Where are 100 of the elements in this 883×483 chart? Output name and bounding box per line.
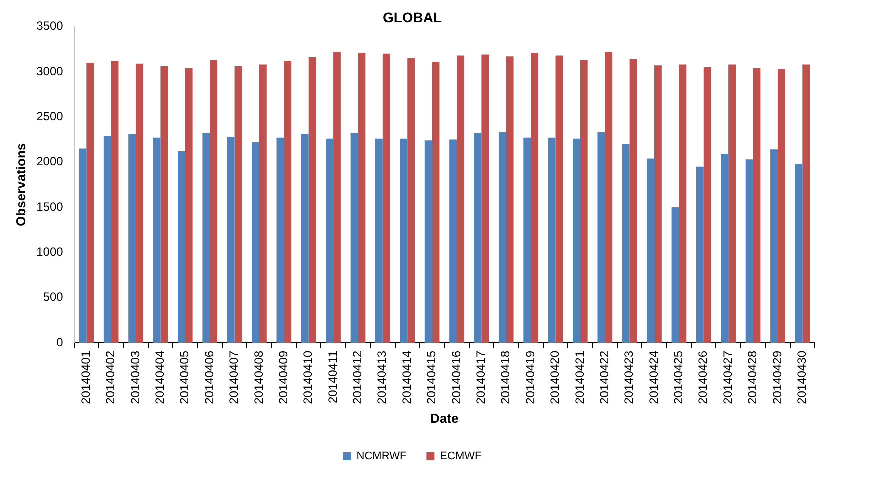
y-tick-label: 3500 (36, 19, 64, 34)
x-tick-label: 20140408 (252, 350, 266, 404)
bar (234, 66, 242, 344)
bar (376, 138, 383, 344)
x-tick-label: 20140430 (794, 350, 809, 404)
bar (358, 53, 366, 344)
x-tick-label: 20140427 (720, 350, 735, 404)
bar (185, 68, 193, 344)
x-tick-label: 20140418 (498, 350, 513, 404)
bar (721, 154, 729, 344)
x-tick-label: 20140412 (350, 350, 365, 404)
x-axis-title: Date (430, 410, 459, 426)
y-tick-label: 2000 (36, 154, 64, 169)
bar (795, 164, 803, 344)
x-tick-label: 20140404 (153, 350, 168, 404)
bar (556, 56, 564, 344)
bar (474, 133, 482, 344)
legend-label: ECMWF (440, 450, 482, 463)
bar (432, 62, 440, 344)
x-tick-label: 20140417 (474, 350, 488, 404)
bar (79, 148, 87, 344)
x-tick-label: 20140413 (375, 350, 390, 404)
bar (778, 69, 786, 344)
x-tick-label: 20140428 (746, 350, 760, 404)
bar (178, 151, 186, 344)
y-tick-label: 500 (43, 290, 64, 304)
bar (382, 54, 390, 344)
bar (160, 66, 168, 344)
bar (456, 56, 464, 344)
bar (210, 60, 218, 344)
bar (111, 61, 119, 344)
x-tick-label: 20140419 (523, 350, 538, 404)
x-tick-label: 20140425 (672, 350, 686, 404)
bar (276, 138, 284, 344)
bar (598, 132, 606, 344)
x-tick-label: 20140407 (227, 350, 242, 404)
chart-title: GLOBAL (382, 9, 442, 26)
x-tick-label: 20140403 (128, 350, 142, 404)
bar (605, 52, 613, 344)
bar (580, 60, 588, 344)
bar (308, 58, 316, 344)
x-tick-label: 20140421 (572, 350, 587, 404)
bar (654, 66, 662, 344)
bar (622, 144, 630, 344)
bar (482, 54, 490, 344)
bar (153, 138, 161, 344)
bar (630, 59, 638, 344)
x-tick-label: 20140416 (449, 350, 464, 404)
legend-label: NCMRWF (356, 450, 407, 463)
bar (728, 64, 736, 344)
y-axis-title: Observations (13, 143, 28, 226)
x-tick-label: 20140426 (696, 350, 710, 404)
bar (400, 138, 408, 344)
bar (770, 150, 778, 344)
y-tick-label: 0 (56, 335, 64, 350)
x-tick-label: 20140414 (400, 350, 414, 404)
bar (202, 133, 210, 344)
bar (424, 140, 432, 344)
bar (350, 133, 358, 344)
bar (104, 136, 112, 344)
x-tick-label: 20140401 (78, 350, 93, 404)
y-tick-label: 2500 (36, 109, 64, 124)
bar (696, 166, 704, 344)
bar (679, 64, 687, 344)
x-tick-label: 20140410 (301, 350, 316, 404)
x-tick-label: 20140423 (622, 350, 636, 404)
bar (136, 64, 144, 344)
bar (672, 207, 680, 344)
x-tick-label: 20140422 (597, 350, 612, 404)
bar (86, 62, 94, 344)
bar (753, 68, 761, 344)
bar (301, 134, 309, 344)
bar (498, 132, 506, 344)
bar (259, 64, 267, 344)
bar (548, 138, 556, 344)
x-tick-label: 20140429 (770, 350, 784, 404)
bar (704, 67, 712, 344)
bar (450, 140, 457, 344)
bar (284, 61, 292, 344)
bar (802, 64, 810, 344)
bar (746, 160, 754, 344)
y-tick-label: 1500 (36, 200, 64, 214)
bar (647, 158, 655, 344)
bar (227, 137, 235, 344)
bar (326, 138, 334, 344)
bar (531, 53, 538, 344)
x-tick-label: 20140409 (276, 350, 290, 404)
x-tick-label: 20140402 (104, 350, 118, 404)
y-tick-label: 3000 (36, 64, 64, 78)
x-tick-label: 20140415 (424, 350, 439, 404)
bar (524, 138, 532, 344)
x-tick-label: 20140405 (178, 350, 192, 404)
x-tick-label: 20140420 (548, 350, 562, 404)
bar (573, 138, 580, 344)
bar (252, 142, 260, 344)
x-tick-label: 20140406 (202, 350, 216, 404)
x-tick-label: 20140424 (646, 350, 661, 404)
bar (408, 58, 416, 344)
bar (334, 52, 341, 344)
y-tick-label: 1000 (36, 244, 64, 259)
